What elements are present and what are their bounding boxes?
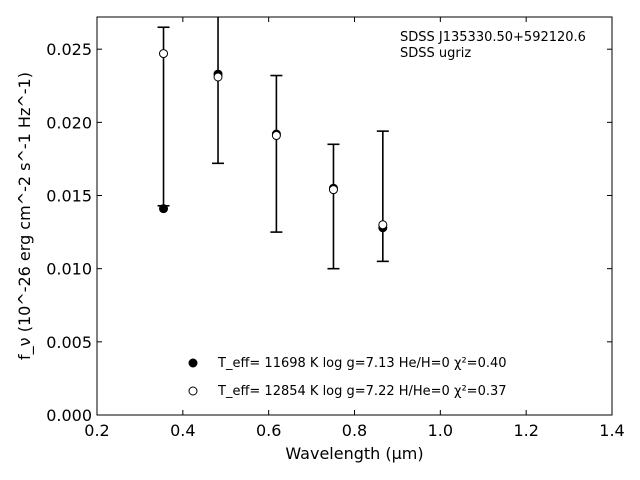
- y-tick-label: 0.005: [46, 333, 92, 352]
- x-tick-label: 0.4: [170, 421, 195, 440]
- legend-marker-series-1: [188, 386, 198, 396]
- legend-label-series-1: T_eff= 12854 K log g=7.22 H/He=0 χ²=0.37: [217, 384, 507, 399]
- data-points: [159, 49, 388, 233]
- point-series-1-r: [271, 131, 281, 141]
- y-tick-label: 0.000: [46, 406, 92, 425]
- y-tick-label: 0.015: [46, 187, 92, 206]
- x-tick-label: 0.6: [256, 421, 281, 440]
- legend-label-series-0: T_eff= 11698 K log g=7.13 He/H=0 χ²=0.40: [217, 356, 507, 371]
- y-tick-label: 0.020: [46, 113, 92, 132]
- annotation-object-name: SDSS J135330.50+592120.6: [400, 30, 586, 45]
- axis-ticks: 0.2 0.4 0.6 0.8 1.0 1.2 1.4 0.000 0.005 0.010 0.01…: [46, 17, 625, 440]
- point-series-1-g: [213, 72, 223, 82]
- y-tick-label: 0.025: [46, 40, 92, 59]
- x-tick-label: 0.2: [84, 421, 109, 440]
- point-series-1-i: [328, 185, 338, 195]
- x-tick-label: 0.8: [342, 421, 367, 440]
- legend: T_eff= 11698 K log g=7.13 He/H=0 χ²=0.40…: [188, 356, 507, 399]
- y-tick-label: 0.010: [46, 260, 92, 279]
- y-axis-label: f_ν (10^-26 erg cm^-2 s^-1 Hz^-1): [15, 72, 35, 360]
- legend-marker-series-0: [188, 358, 198, 368]
- x-tick-label: 1.2: [513, 421, 538, 440]
- x-tick-label: 1.0: [428, 421, 453, 440]
- x-axis-label: Wavelength (μm): [285, 444, 423, 463]
- annotation-survey: SDSS ugriz: [400, 46, 471, 61]
- error-bars: [157, 17, 389, 270]
- x-tick-label: 1.4: [599, 421, 624, 440]
- point-series-1-u: [159, 49, 169, 59]
- point-series-0-u: [159, 204, 169, 214]
- point-series-1-z: [378, 220, 388, 230]
